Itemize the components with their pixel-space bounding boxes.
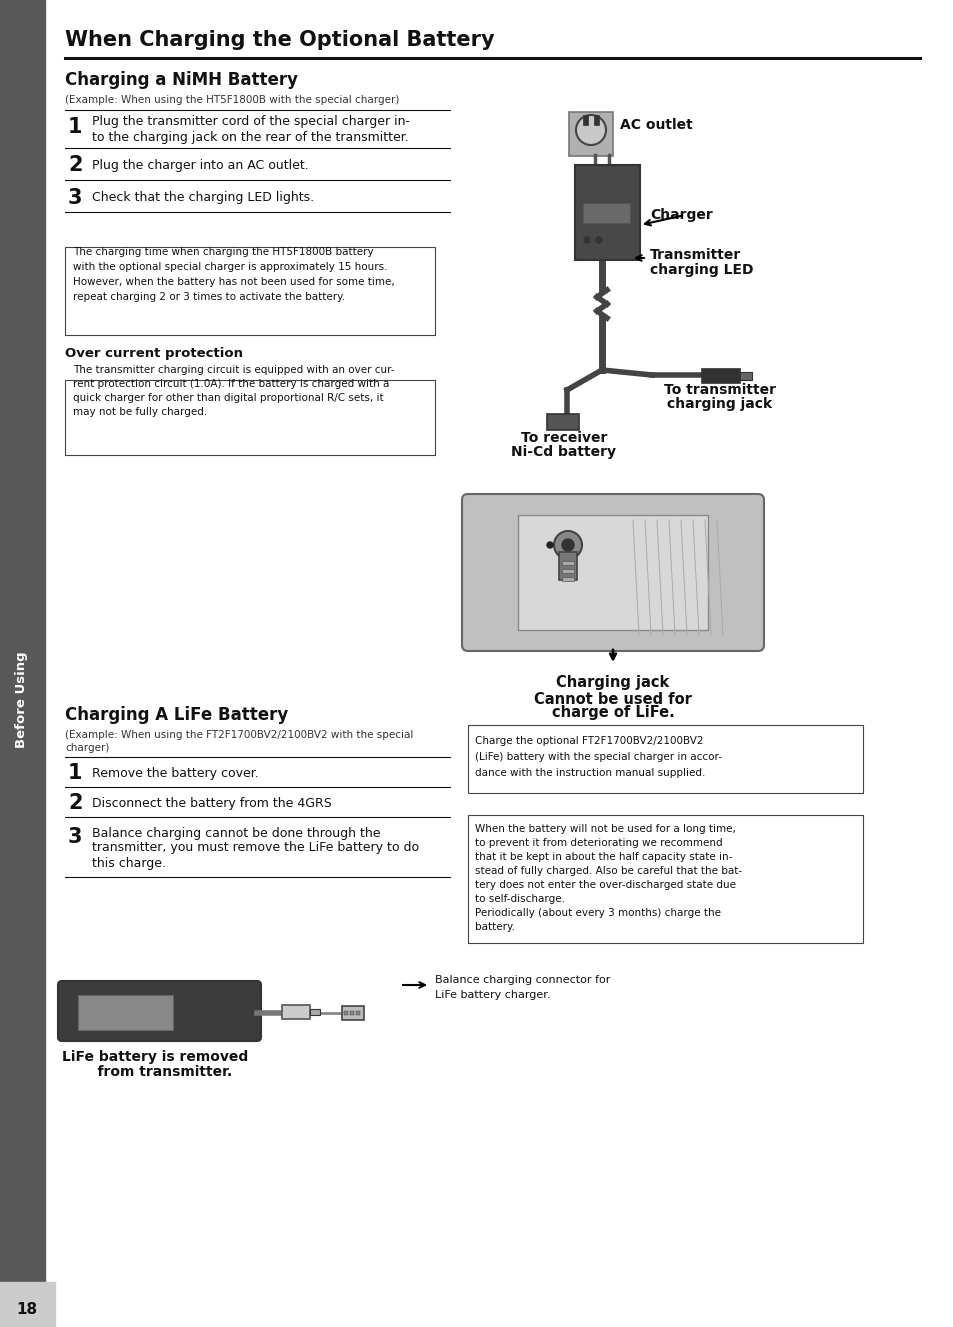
Text: charge of LiFe.: charge of LiFe. [551, 706, 674, 721]
Text: transmitter, you must remove the LiFe battery to do: transmitter, you must remove the LiFe ba… [91, 841, 418, 855]
Text: Plug the charger into an AC outlet.: Plug the charger into an AC outlet. [91, 158, 309, 171]
FancyBboxPatch shape [517, 515, 707, 630]
Text: LiFe battery is removed: LiFe battery is removed [62, 1050, 248, 1064]
Circle shape [561, 539, 574, 551]
Text: charging LED: charging LED [649, 263, 753, 277]
FancyBboxPatch shape [461, 494, 763, 652]
FancyBboxPatch shape [310, 1009, 319, 1015]
Circle shape [546, 541, 553, 548]
FancyBboxPatch shape [546, 414, 578, 430]
FancyBboxPatch shape [575, 165, 639, 260]
Bar [561, 561, 574, 565]
Text: quick charger for other than digital proportional R/C sets, it: quick charger for other than digital pro… [73, 393, 383, 403]
FancyBboxPatch shape [78, 995, 172, 1030]
Text: to self-discharge.: to self-discharge. [475, 894, 564, 904]
Text: Before Using: Before Using [15, 652, 29, 748]
FancyBboxPatch shape [594, 115, 598, 125]
Text: battery.: battery. [475, 922, 515, 932]
Text: dance with the instruction manual supplied.: dance with the instruction manual suppli… [475, 768, 704, 778]
Text: (LiFe) battery with the special charger in accor-: (LiFe) battery with the special charger … [475, 752, 721, 762]
FancyBboxPatch shape [65, 247, 435, 334]
Text: Cannot be used for: Cannot be used for [534, 691, 691, 706]
Text: this charge.: this charge. [91, 856, 166, 869]
Text: charging jack: charging jack [667, 397, 772, 411]
Text: 2: 2 [68, 794, 82, 813]
Text: repeat charging 2 or 3 times to activate the battery.: repeat charging 2 or 3 times to activate… [73, 292, 345, 303]
Text: Check that the charging LED lights.: Check that the charging LED lights. [91, 191, 314, 204]
Circle shape [583, 238, 589, 243]
Text: Charging jack: Charging jack [556, 675, 669, 690]
Text: Balance charging cannot be done through the: Balance charging cannot be done through … [91, 827, 380, 840]
Text: 3: 3 [68, 188, 82, 208]
Text: 1: 1 [68, 117, 82, 137]
FancyBboxPatch shape [558, 552, 577, 580]
Bar [561, 577, 574, 581]
Text: Disconnect the battery from the 4GRS: Disconnect the battery from the 4GRS [91, 796, 332, 809]
Text: tery does not enter the over-discharged state due: tery does not enter the over-discharged … [475, 880, 735, 890]
Text: that it be kept in about the half capacity state in-: that it be kept in about the half capaci… [475, 852, 732, 863]
Text: The charging time when charging the HT5F1800B battery: The charging time when charging the HT5F… [73, 247, 374, 257]
Text: Charge the optional FT2F1700BV2/2100BV2: Charge the optional FT2F1700BV2/2100BV2 [475, 736, 702, 746]
Text: (Example: When using the HT5F1800B with the special charger): (Example: When using the HT5F1800B with … [65, 96, 399, 105]
Circle shape [554, 531, 581, 559]
Text: 1: 1 [68, 763, 82, 783]
Text: To transmitter: To transmitter [663, 384, 775, 397]
Text: 3: 3 [68, 827, 82, 847]
Text: may not be fully charged.: may not be fully charged. [73, 407, 207, 417]
Text: AC outlet: AC outlet [619, 118, 692, 131]
FancyBboxPatch shape [740, 372, 751, 380]
FancyBboxPatch shape [582, 115, 587, 125]
Text: Periodically (about every 3 months) charge the: Periodically (about every 3 months) char… [475, 908, 720, 918]
Text: to the charging jack on the rear of the transmitter.: to the charging jack on the rear of the … [91, 130, 408, 143]
FancyBboxPatch shape [282, 1005, 310, 1019]
Text: However, when the battery has not been used for some time,: However, when the battery has not been u… [73, 277, 395, 287]
Text: Ni-Cd battery: Ni-Cd battery [511, 445, 616, 459]
Text: stead of fully charged. Also be careful that the bat-: stead of fully charged. Also be careful … [475, 867, 741, 876]
Text: 18: 18 [16, 1303, 37, 1318]
Text: Over current protection: Over current protection [65, 346, 243, 360]
Text: Balance charging connector for: Balance charging connector for [435, 975, 610, 985]
Text: to prevent it from deteriorating we recommend: to prevent it from deteriorating we reco… [475, 837, 721, 848]
Bar [355, 1011, 359, 1015]
Text: Remove the battery cover.: Remove the battery cover. [91, 767, 258, 779]
Text: Charging a NiMH Battery: Charging a NiMH Battery [65, 72, 297, 89]
Circle shape [576, 115, 605, 145]
Text: When the battery will not be used for a long time,: When the battery will not be used for a … [475, 824, 735, 833]
Text: Transmitter: Transmitter [649, 248, 740, 261]
Text: (Example: When using the FT2F1700BV2/2100BV2 with the special: (Example: When using the FT2F1700BV2/210… [65, 730, 413, 740]
Circle shape [596, 238, 601, 243]
FancyBboxPatch shape [65, 380, 435, 455]
Bar [344, 1011, 348, 1015]
Text: 2: 2 [68, 155, 82, 175]
Bar [0, 1282, 55, 1327]
FancyBboxPatch shape [341, 1006, 364, 1020]
Text: from transmitter.: from transmitter. [78, 1066, 232, 1079]
FancyBboxPatch shape [582, 203, 629, 223]
Text: Plug the transmitter cord of the special charger in-: Plug the transmitter cord of the special… [91, 115, 410, 129]
Text: Charging A LiFe Battery: Charging A LiFe Battery [65, 706, 288, 725]
FancyBboxPatch shape [58, 981, 261, 1040]
Bar [561, 569, 574, 573]
Bar [0, 0, 45, 1327]
Text: LiFe battery charger.: LiFe battery charger. [435, 990, 550, 1001]
Text: charger): charger) [65, 743, 110, 752]
FancyBboxPatch shape [468, 725, 862, 794]
FancyBboxPatch shape [468, 815, 862, 943]
Text: Charger: Charger [649, 208, 712, 222]
Text: When Charging the Optional Battery: When Charging the Optional Battery [65, 31, 494, 50]
Text: rent protection circuit (1.0A). If the battery is charged with a: rent protection circuit (1.0A). If the b… [73, 380, 389, 389]
FancyBboxPatch shape [701, 369, 740, 384]
Text: To receiver: To receiver [520, 431, 606, 445]
Text: with the optional special charger is approximately 15 hours.: with the optional special charger is app… [73, 261, 387, 272]
FancyBboxPatch shape [568, 111, 613, 157]
Text: The transmitter charging circuit is equipped with an over cur-: The transmitter charging circuit is equi… [73, 365, 395, 376]
Bar [350, 1011, 354, 1015]
